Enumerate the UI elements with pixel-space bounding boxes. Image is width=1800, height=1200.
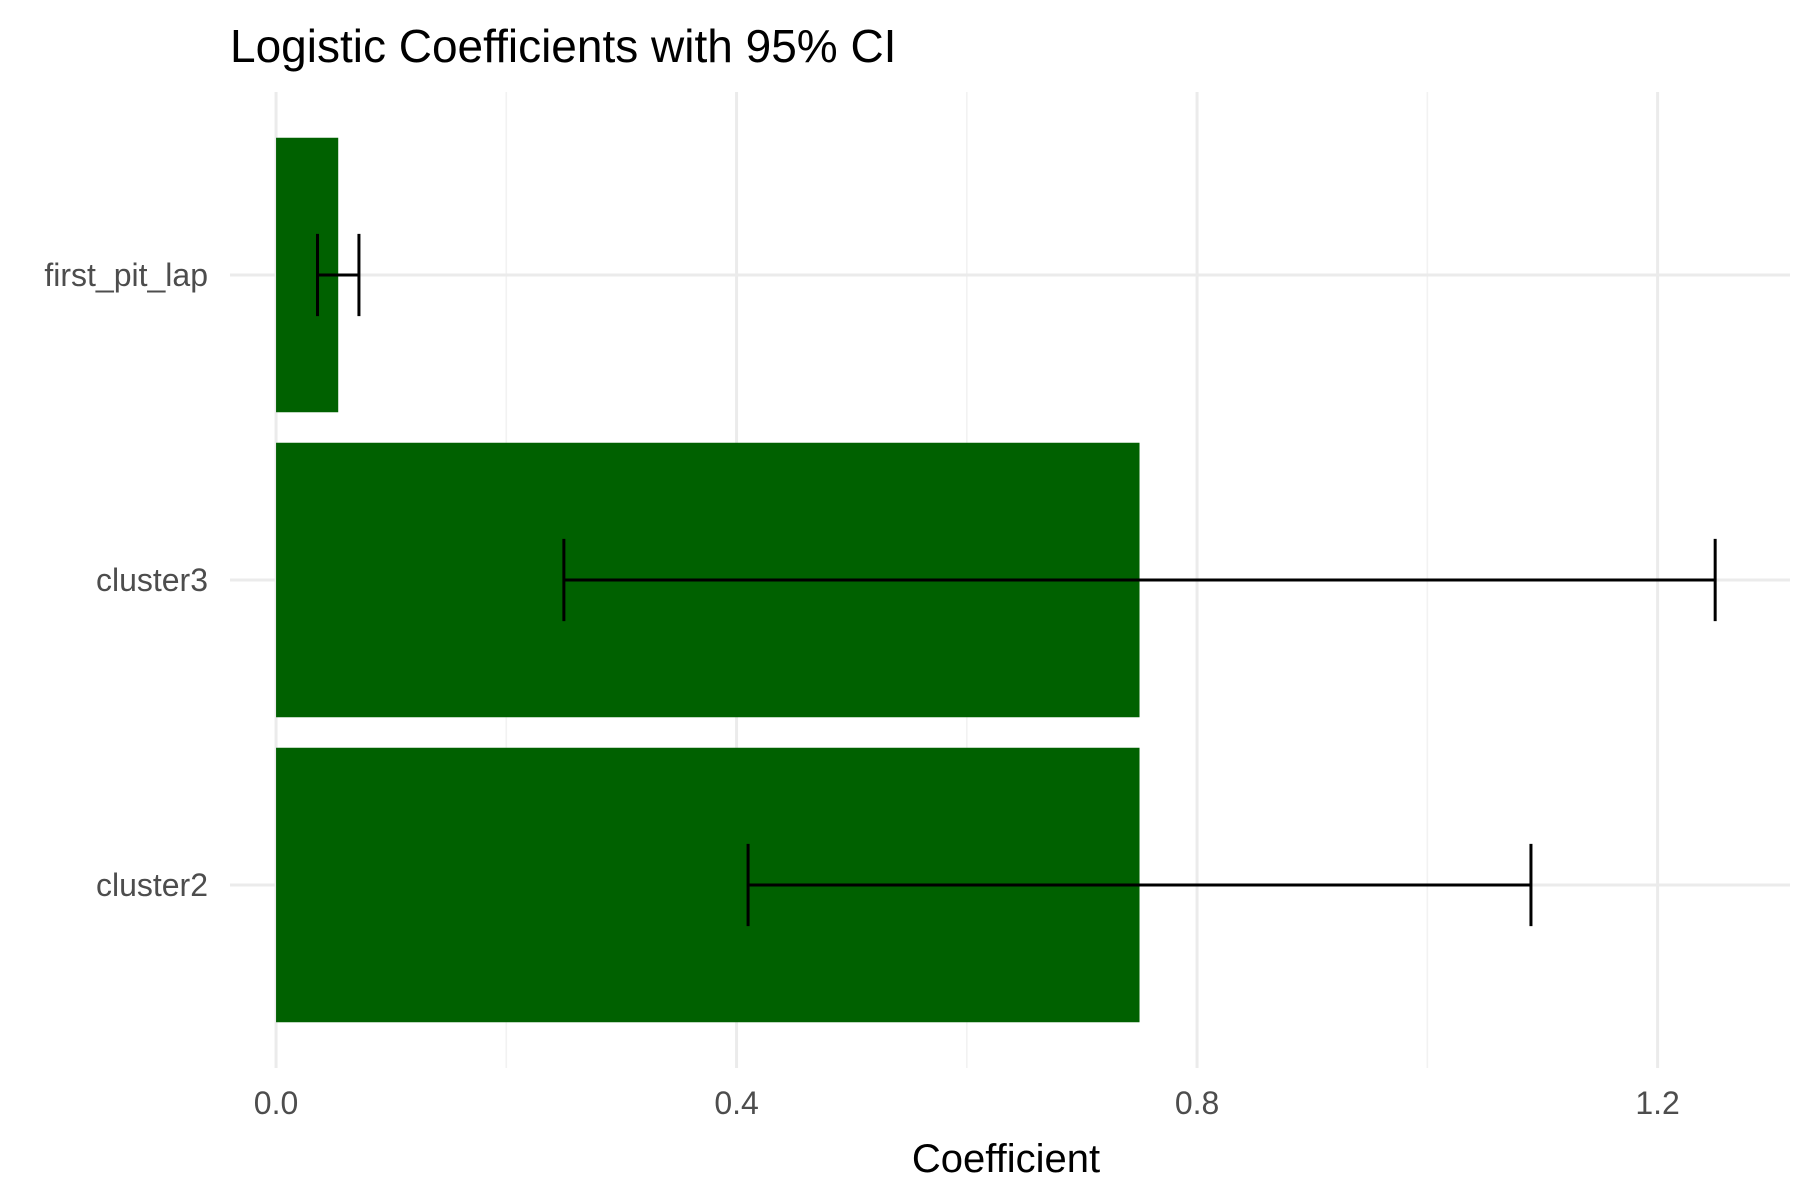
y-tick-label: first_pit_lap — [44, 257, 208, 293]
y-tick-label: cluster3 — [96, 562, 208, 598]
chart-title: Logistic Coefficients with 95% CI — [230, 20, 896, 72]
tick-labels: cluster2 cluster3 first_pit_lap 0.0 0.4 0.8 1.… — [44, 257, 1679, 1121]
x-tick-label: 1.2 — [1635, 1085, 1679, 1121]
error-bars — [315, 233, 1717, 927]
x-tick-label: 0.4 — [714, 1085, 758, 1121]
x-axis-title: Coefficient — [912, 1137, 1100, 1181]
y-tick-label: cluster2 — [96, 867, 208, 903]
x-tick-label: 0.0 — [254, 1085, 298, 1121]
x-tick-label: 0.8 — [1175, 1085, 1219, 1121]
